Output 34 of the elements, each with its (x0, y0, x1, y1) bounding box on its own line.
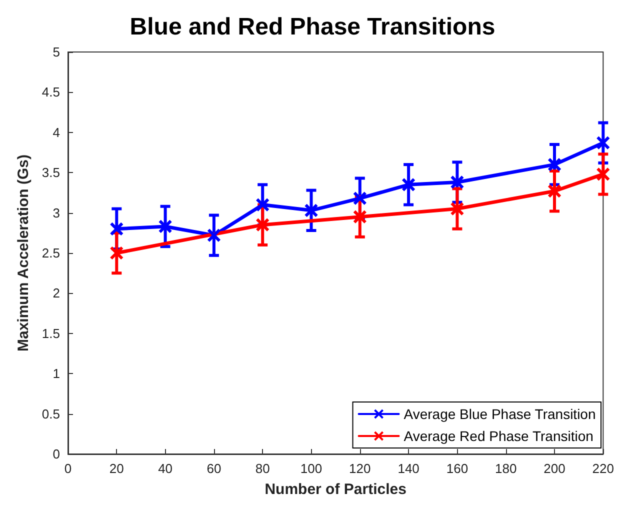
point (596, 167, 610, 182)
point (206, 228, 221, 242)
x-tick-label: 180 (495, 461, 517, 476)
point (304, 203, 318, 218)
y-tick-label: 2.5 (42, 246, 60, 260)
legend-label: Average Red Phase Transition (404, 428, 594, 444)
y-tick-label: 0 (52, 446, 60, 462)
legend-label: Average Blue Phase Transition (404, 406, 596, 422)
x-tick-label: 20 (109, 461, 124, 476)
x-tick-label: 60 (206, 461, 222, 476)
y-tick-label: 3 (52, 205, 60, 220)
y-tick-label: 0.5 (42, 406, 60, 422)
chart-title: Blue and Red Phase Transitions (130, 14, 496, 40)
y-axis-title: Maximum Acceleration (Gs) (15, 154, 32, 352)
y-tick-label: 4.5 (42, 84, 60, 100)
x-tick-label: 120 (349, 461, 371, 476)
x-axis-title: Number of Particles (264, 481, 406, 498)
x-tick-label: 80 (255, 461, 270, 476)
y-tick-label: 1.5 (42, 326, 60, 341)
y-tick-label: 1 (52, 366, 60, 382)
point (158, 219, 172, 234)
x-tick-label: 200 (544, 461, 566, 476)
x-tick-label: 140 (398, 461, 420, 476)
y-tick-label: 4 (52, 124, 60, 140)
y-tick-label: 2 (52, 286, 60, 301)
x-tick-label: 100 (300, 461, 322, 476)
x-tick-label: 160 (446, 461, 468, 476)
point (596, 136, 610, 150)
x-tick-label: 220 (592, 461, 614, 476)
x-tick-label: 0 (64, 461, 72, 476)
point (402, 178, 416, 192)
y-tick-label: 3.5 (42, 165, 60, 180)
x-tick-label: 40 (158, 461, 173, 476)
y-tick-label: 5 (52, 44, 60, 60)
